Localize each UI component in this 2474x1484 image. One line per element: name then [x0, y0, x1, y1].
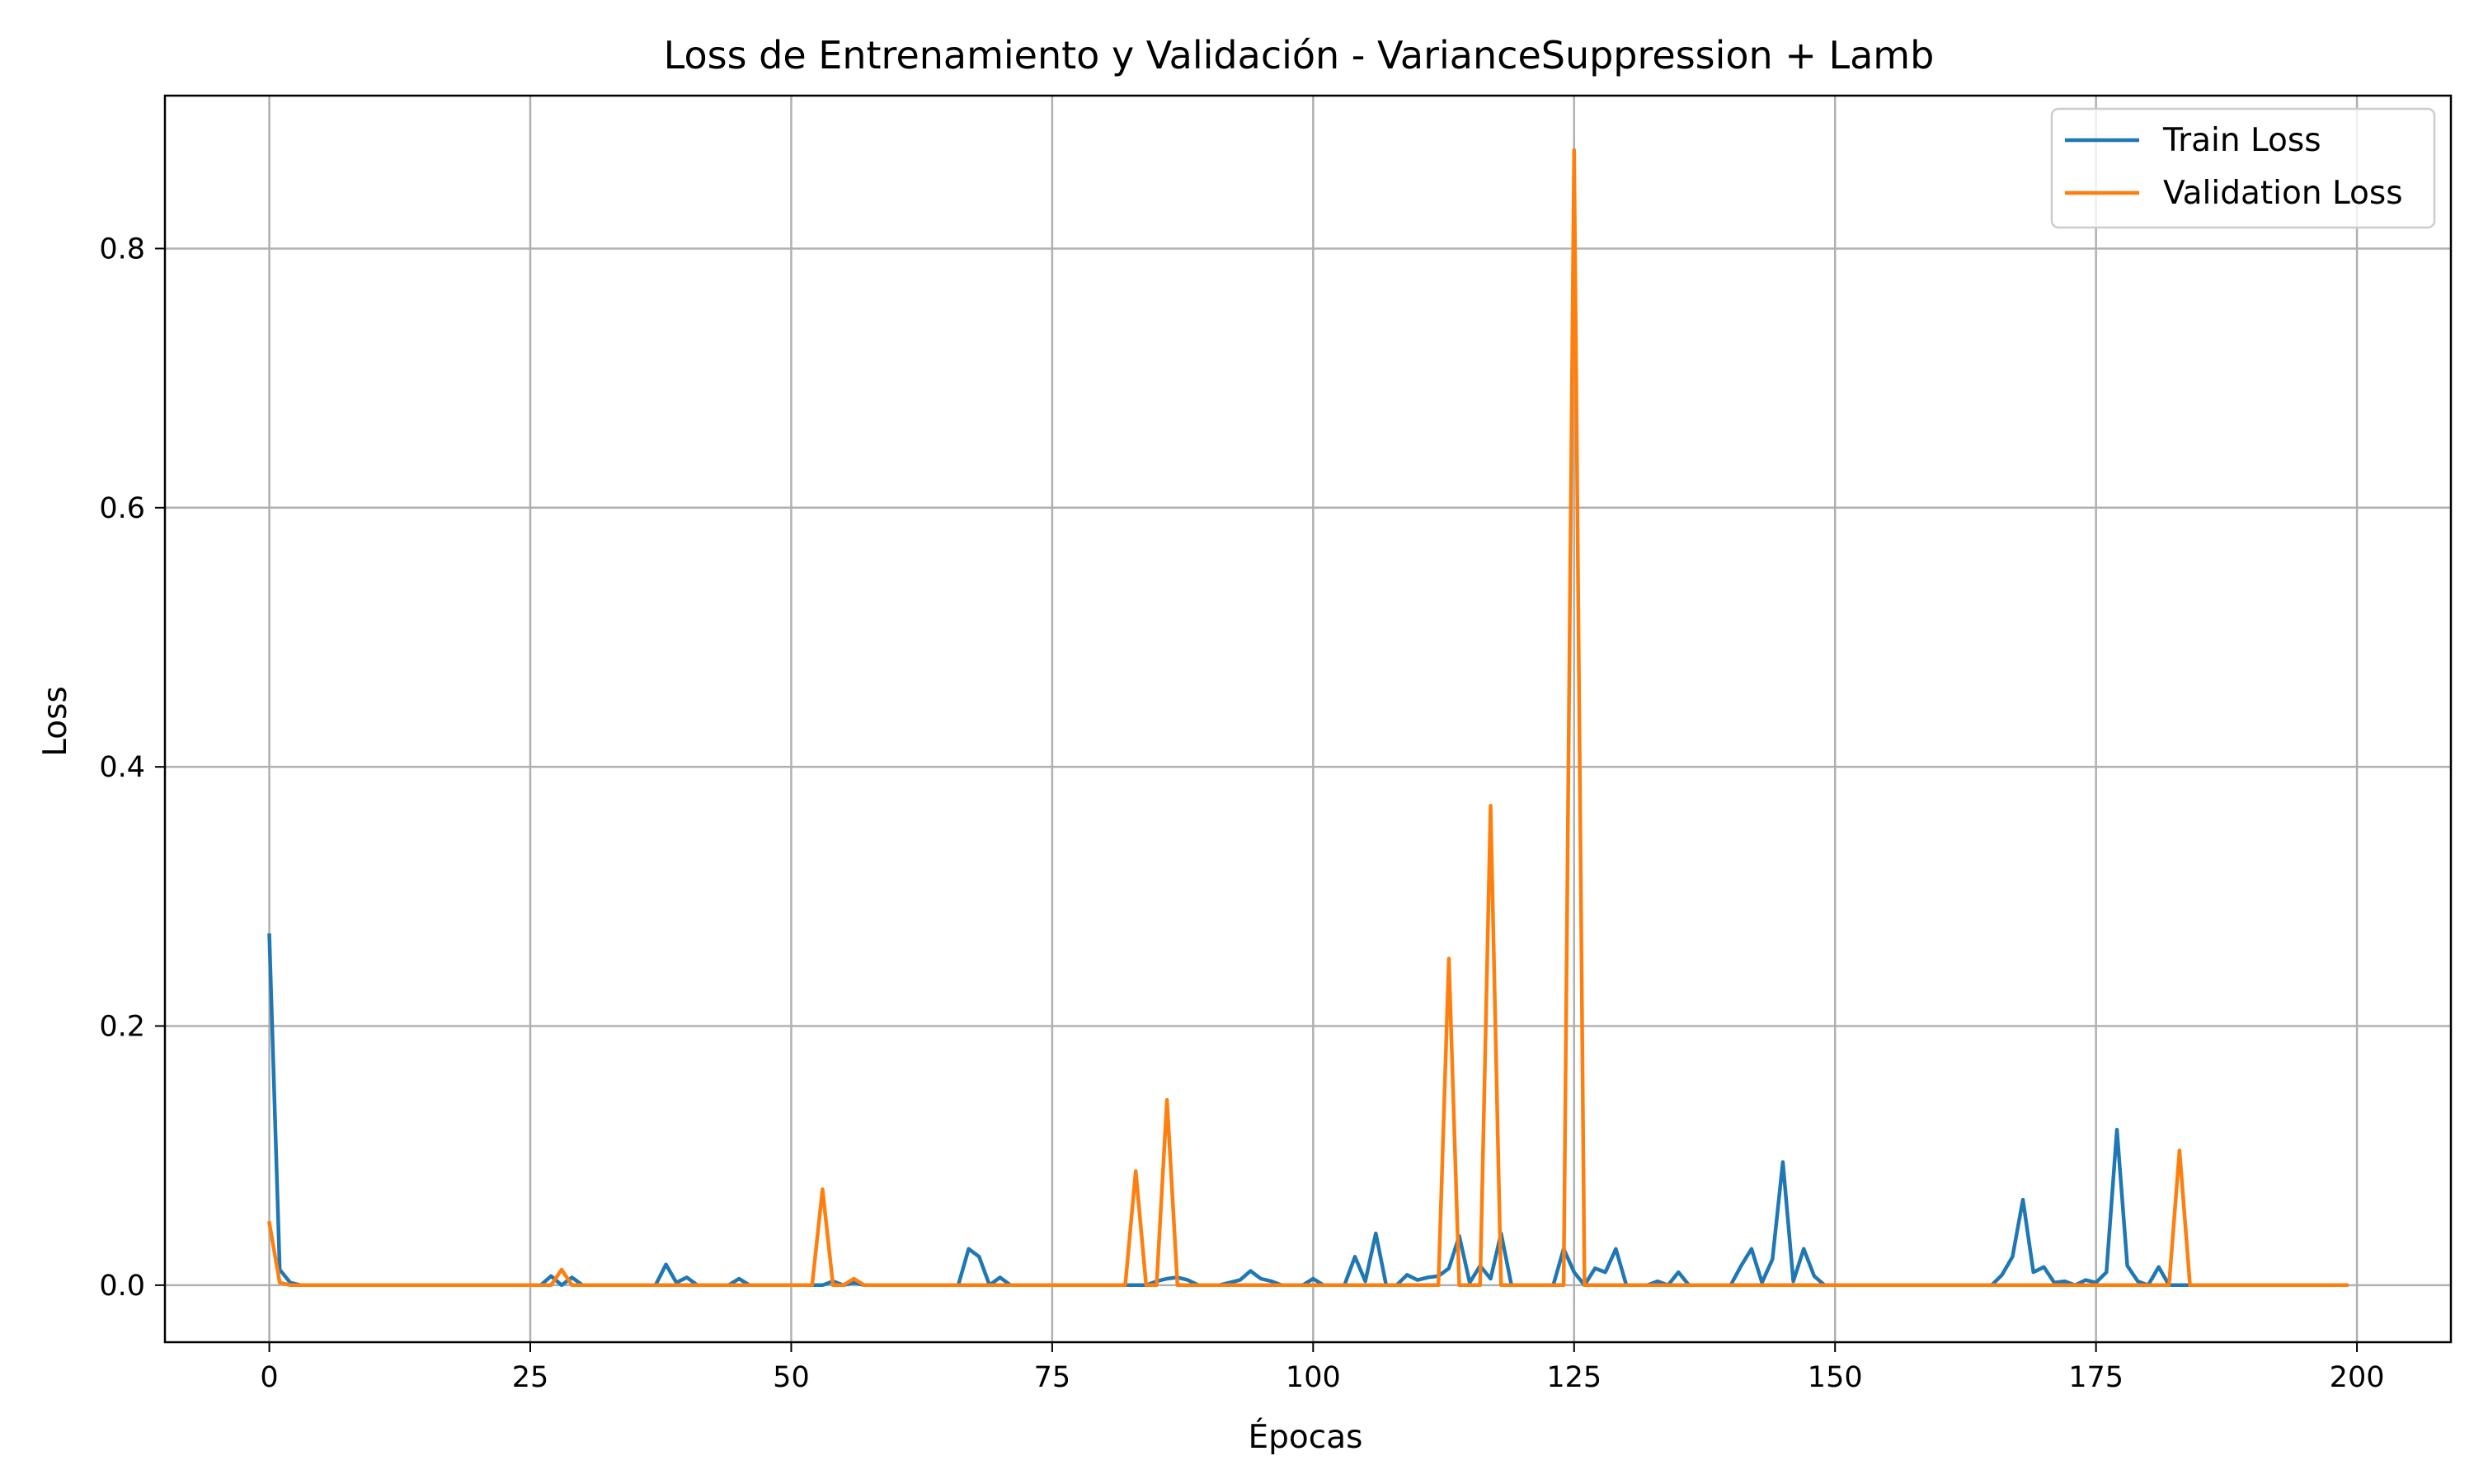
x-axis-title: Épocas: [1249, 1417, 1363, 1456]
legend-box: [2050, 107, 2436, 229]
y-tick-label: 0.2: [99, 1010, 145, 1043]
y-tick-label: 0.8: [99, 232, 145, 265]
legend-label-validation-loss: Validation Loss: [2163, 175, 2403, 212]
x-tick-label: 50: [773, 1361, 810, 1394]
legend-label-train-loss: Train Loss: [2162, 122, 2321, 159]
x-tick-label: 25: [512, 1361, 549, 1394]
x-tick-label: 175: [2068, 1361, 2124, 1394]
plot-frame: [163, 94, 2453, 1344]
y-tick-label: 0.6: [99, 492, 145, 525]
x-tick-label: 150: [1808, 1361, 1863, 1394]
y-tick-label: 0.4: [99, 751, 145, 784]
x-tick-label: 100: [1286, 1361, 1341, 1394]
x-tick-label: 0: [260, 1361, 278, 1394]
x-tick-label: 200: [2330, 1361, 2385, 1394]
chart-title: Loss de Entrenamiento y Validación - Var…: [664, 33, 1935, 77]
plot-series: [266, 148, 2349, 1288]
axis-ticks: 0 25 50 75 100 125 150 175 200 0.0 0.2 0.4 0.6 0.8: [99, 232, 2384, 1394]
x-tick-label: 125: [1546, 1361, 1602, 1394]
series-line-validation-loss: [266, 148, 2349, 1288]
y-axis-title: Loss: [37, 686, 74, 757]
y-tick-label: 0.0: [99, 1270, 145, 1303]
x-tick-label: 75: [1034, 1361, 1071, 1394]
legend: Train Loss Validation Loss: [2050, 107, 2436, 229]
